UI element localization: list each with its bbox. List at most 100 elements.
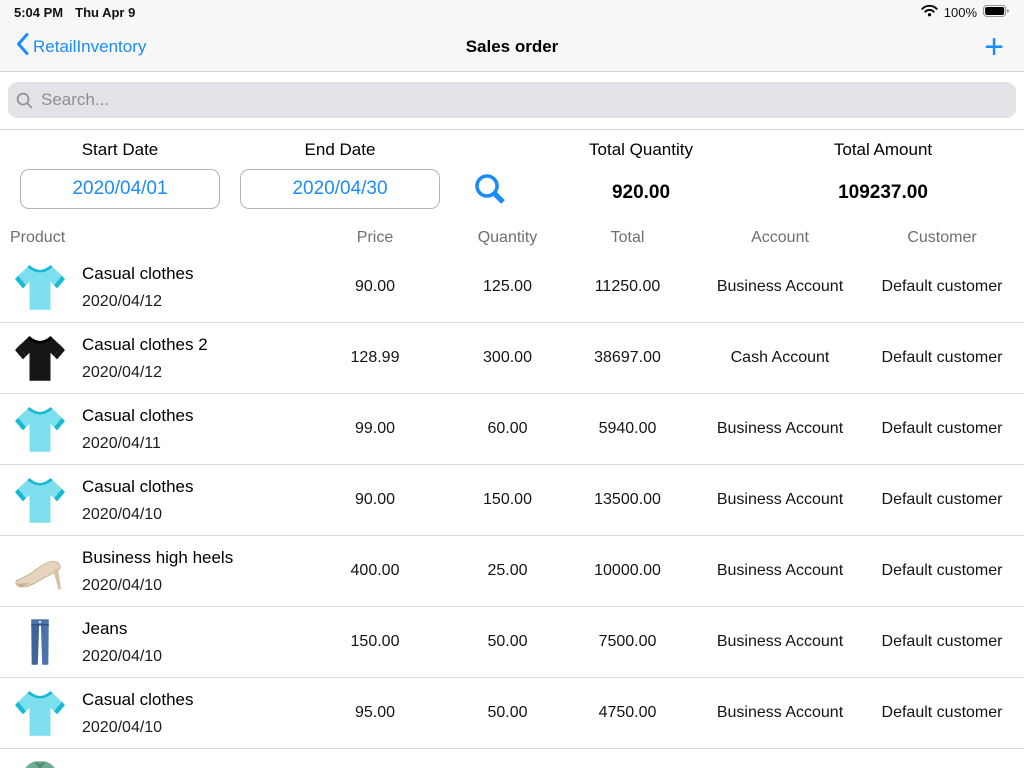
price-cell: 90.00: [290, 491, 460, 509]
table-row[interactable]: Casual clothes 2020/04/10 90.00 150.00 1…: [0, 465, 1024, 536]
product-date: 2020/04/12: [82, 293, 194, 311]
table-row[interactable]: Casual clothes 2020/04/11 99.00 60.00 59…: [0, 394, 1024, 465]
table-row[interactable]: Casual clothes 2020/04/12 90.00 125.00 1…: [0, 252, 1024, 323]
price-cell: 128.99: [290, 349, 460, 367]
start-date-group: Start Date 2020/04/01: [20, 140, 220, 209]
product-name: Casual clothes: [82, 264, 194, 284]
total-amount-value: 109237.00: [838, 182, 928, 204]
back-button[interactable]: RetailInventory: [16, 33, 146, 60]
back-chevron-icon: [16, 33, 29, 60]
quantity-cell: 125.00: [460, 278, 555, 296]
product-date: 2020/04/10: [82, 506, 194, 524]
total-cell: 10000.00: [555, 562, 700, 580]
start-date-input[interactable]: 2020/04/01: [20, 169, 220, 209]
account-cell: Cash Account: [700, 349, 860, 367]
account-cell: Business Account: [700, 704, 860, 722]
battery-icon: [983, 5, 1010, 20]
search-input[interactable]: [39, 89, 1008, 111]
account-cell: Business Account: [700, 562, 860, 580]
sales-order-screen: 5:04 PM Thu Apr 9 100% RetailInventory S…: [0, 0, 1024, 768]
total-quantity-label: Total Quantity: [589, 140, 693, 160]
price-cell: 99.00: [290, 420, 460, 438]
end-date-label: End Date: [305, 140, 376, 160]
page-title: Sales order: [0, 37, 1024, 57]
column-header-price: Price: [290, 229, 460, 247]
account-cell: Business Account: [700, 633, 860, 651]
tshirt-cyan-icon: [12, 259, 68, 315]
status-date: Thu Apr 9: [75, 5, 135, 20]
search-field[interactable]: [8, 82, 1016, 118]
quantity-cell: 25.00: [460, 562, 555, 580]
account-cell: Business Account: [700, 491, 860, 509]
add-button[interactable]: +: [980, 32, 1008, 62]
quantity-cell: 300.00: [460, 349, 555, 367]
product-name: Casual clothes: [82, 477, 194, 497]
jeans-icon: [12, 614, 68, 670]
customer-cell: Default customer: [860, 704, 1024, 722]
product-name: Casual clothes: [82, 690, 194, 710]
apply-filter-search-button[interactable]: [460, 172, 520, 211]
product-cell: Casual clothes 2020/04/10: [0, 472, 290, 528]
quantity-cell: 50.00: [460, 704, 555, 722]
total-amount-group: Total Amount 109237.00: [762, 140, 1004, 204]
price-cell: 400.00: [290, 562, 460, 580]
column-header-quantity: Quantity: [460, 229, 555, 247]
wifi-icon: [921, 4, 938, 20]
product-name: Casual clothes: [82, 406, 194, 426]
battery-percent: 100%: [944, 5, 977, 20]
product-cell: Polo: [0, 756, 290, 768]
polo-green-icon: [12, 756, 68, 768]
filter-panel: Start Date 2020/04/01 End Date 2020/04/3…: [0, 130, 1024, 224]
end-date-group: End Date 2020/04/30: [240, 140, 440, 209]
product-cell: Casual clothes 2 2020/04/12: [0, 330, 290, 386]
table-row[interactable]: Polo: [0, 749, 1024, 768]
price-cell: 90.00: [290, 278, 460, 296]
product-name: Jeans: [82, 619, 162, 639]
table-row[interactable]: Business high heels 2020/04/10 400.00 25…: [0, 536, 1024, 607]
table-row[interactable]: Jeans 2020/04/10 150.00 50.00 7500.00 Bu…: [0, 607, 1024, 678]
product-cell: Jeans 2020/04/10: [0, 614, 290, 670]
quantity-cell: 60.00: [460, 420, 555, 438]
account-cell: Business Account: [700, 278, 860, 296]
product-cell: Casual clothes 2020/04/10: [0, 685, 290, 741]
product-cell: Casual clothes 2020/04/12: [0, 259, 290, 315]
total-quantity-value: 920.00: [612, 182, 670, 204]
column-header-total: Total: [555, 229, 700, 247]
customer-cell: Default customer: [860, 633, 1024, 651]
table-header: Product Price Quantity Total Account Cus…: [0, 224, 1024, 252]
quantity-cell: 150.00: [460, 491, 555, 509]
product-cell: Business high heels 2020/04/10: [0, 543, 290, 599]
status-time: 5:04 PM: [14, 5, 63, 20]
account-cell: Business Account: [700, 420, 860, 438]
product-name: Casual clothes 2: [82, 335, 208, 355]
table-row[interactable]: Casual clothes 2020/04/10 95.00 50.00 47…: [0, 678, 1024, 749]
product-date: 2020/04/10: [82, 648, 162, 666]
search-magnifier-icon: [472, 172, 508, 211]
start-date-label: Start Date: [82, 140, 159, 160]
search-icon: [16, 92, 33, 109]
total-cell: 38697.00: [555, 349, 700, 367]
nav-bar: RetailInventory Sales order +: [0, 22, 1024, 72]
product-date: 2020/04/10: [82, 719, 194, 737]
total-cell: 4750.00: [555, 704, 700, 722]
tshirt-cyan-icon: [12, 685, 68, 741]
product-cell: Casual clothes 2020/04/11: [0, 401, 290, 457]
customer-cell: Default customer: [860, 420, 1024, 438]
table-row[interactable]: Casual clothes 2 2020/04/12 128.99 300.0…: [0, 323, 1024, 394]
end-date-input[interactable]: 2020/04/30: [240, 169, 440, 209]
column-header-customer: Customer: [860, 229, 1024, 247]
tshirt-cyan-icon: [12, 472, 68, 528]
quantity-cell: 50.00: [460, 633, 555, 651]
column-header-account: Account: [700, 229, 860, 247]
product-date: 2020/04/12: [82, 364, 208, 382]
back-button-label: RetailInventory: [33, 37, 146, 57]
search-section: [0, 72, 1024, 130]
total-cell: 13500.00: [555, 491, 700, 509]
product-name: Business high heels: [82, 548, 233, 568]
total-amount-label: Total Amount: [834, 140, 932, 160]
customer-cell: Default customer: [860, 491, 1024, 509]
sales-table-body: Casual clothes 2020/04/12 90.00 125.00 1…: [0, 252, 1024, 768]
customer-cell: Default customer: [860, 278, 1024, 296]
total-cell: 11250.00: [555, 278, 700, 296]
total-cell: 5940.00: [555, 420, 700, 438]
